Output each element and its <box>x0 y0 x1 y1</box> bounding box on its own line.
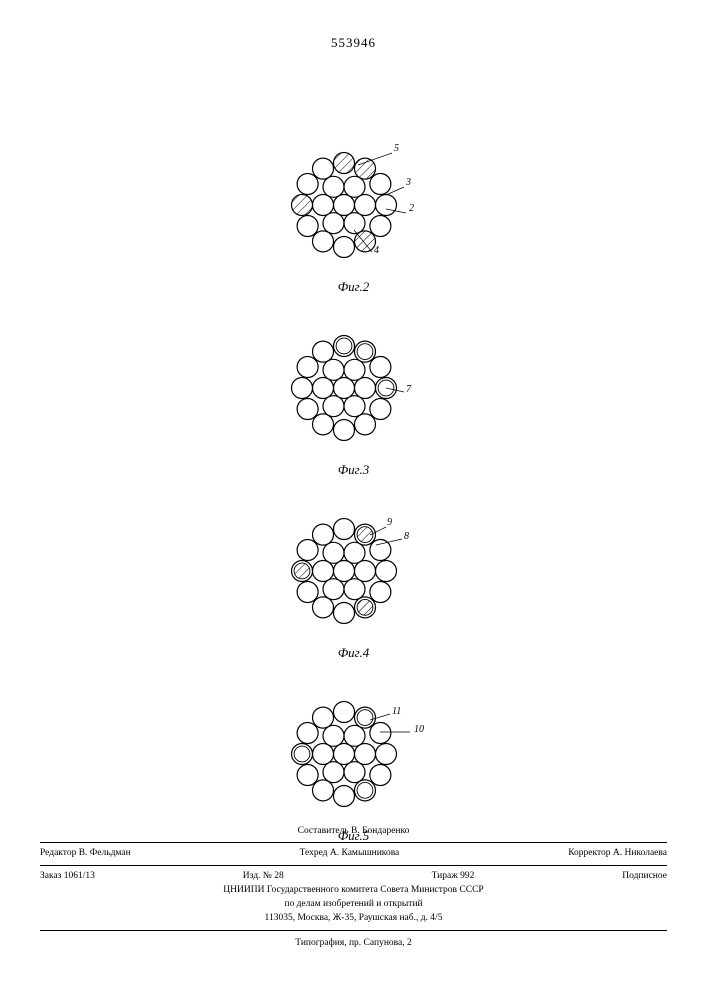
rule-3 <box>40 930 667 931</box>
fig4-svg: 98 <box>274 501 434 641</box>
org-line-1: ЦНИИПИ Государственного комитета Совета … <box>40 884 667 897</box>
svg-text:4: 4 <box>374 245 379 256</box>
fig5-block: 1110 Фиг.5 <box>224 684 484 845</box>
svg-text:7: 7 <box>406 384 412 395</box>
footer: Составитель В. Бондаренко Редактор В. Фе… <box>40 825 667 950</box>
tech: Техред А. Камышникова <box>300 847 400 860</box>
svg-text:10: 10 <box>414 724 424 735</box>
typography: Типография, пр. Сапунова, 2 <box>40 937 667 950</box>
compiler: Составитель В. Бондаренко <box>40 825 667 838</box>
credits-row: Редактор В. Фельдман Техред А. Камышнико… <box>40 847 667 860</box>
fig2-block: 5 3 2 4 Фиг.2 <box>224 135 484 296</box>
svg-text:9: 9 <box>387 517 392 528</box>
page-number: 553946 <box>331 35 376 51</box>
fig3-caption: Фиг.3 <box>338 462 370 478</box>
fig4-caption: Фиг.4 <box>338 645 370 661</box>
issue: Изд. № 28 <box>243 870 284 883</box>
print-row: Заказ 1061/13 Изд. № 28 Тираж 992 Подпис… <box>40 870 667 883</box>
svg-text:8: 8 <box>404 531 409 542</box>
fig3-block: 7 Фиг.3 <box>224 318 484 479</box>
tirage: Тираж 992 <box>432 870 475 883</box>
org-line-2: по делам изобретений и открытий <box>40 898 667 911</box>
fig4-block: 98 Фиг.4 <box>224 501 484 662</box>
svg-text:11: 11 <box>392 706 401 717</box>
fig2-svg: 5 3 2 4 <box>274 135 434 275</box>
svg-text:2: 2 <box>409 203 414 214</box>
fig5-svg: 11 10 <box>274 684 434 824</box>
order: Заказ 1061/13 <box>40 870 95 883</box>
subscr: Подписное <box>622 870 667 883</box>
fig3-svg: 7 <box>274 318 434 458</box>
rule-1 <box>40 842 667 843</box>
rule-2 <box>40 865 667 866</box>
org-line-3: 113035, Москва, Ж-35, Раушская наб., д. … <box>40 912 667 925</box>
svg-text:3: 3 <box>405 177 411 188</box>
editor: Редактор В. Фельдман <box>40 847 131 860</box>
svg-text:5: 5 <box>394 143 399 154</box>
fig2-caption: Фиг.2 <box>338 279 370 295</box>
corrector: Корректор А. Николаева <box>568 847 667 860</box>
figures-column: 5324 Фиг.2 7 Фиг.3 98 Фиг.4 1110 Фиг.5 <box>224 135 484 867</box>
